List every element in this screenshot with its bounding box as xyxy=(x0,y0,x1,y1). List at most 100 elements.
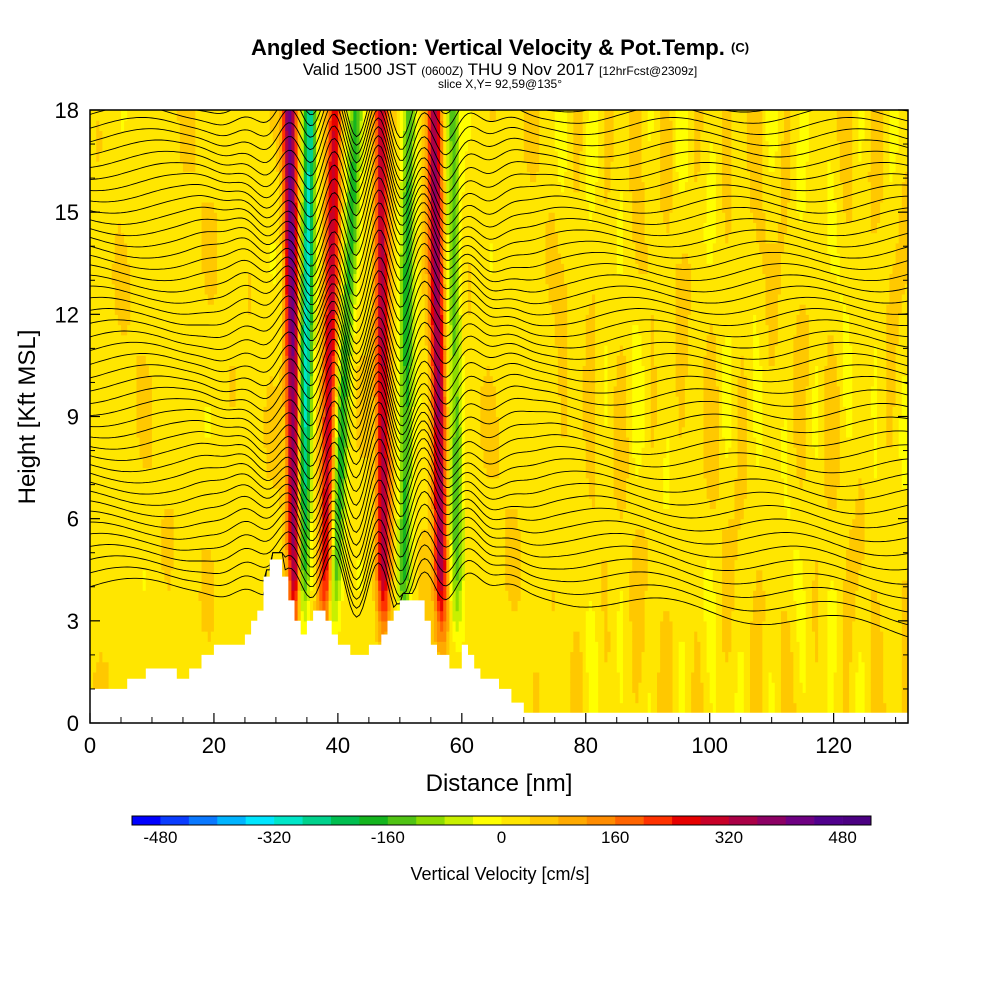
velocity-cell xyxy=(130,569,134,581)
velocity-cell xyxy=(90,283,94,295)
velocity-cell xyxy=(124,661,128,673)
velocity-cell xyxy=(158,242,162,254)
velocity-cell xyxy=(130,263,134,275)
velocity-cell xyxy=(145,242,150,254)
velocity-cell xyxy=(136,457,141,469)
velocity-cell xyxy=(124,293,128,305)
velocity-cell xyxy=(96,539,100,550)
velocity-cell xyxy=(139,631,144,642)
velocity-cell xyxy=(139,120,144,132)
velocity-cell xyxy=(105,467,110,479)
velocity-cell xyxy=(133,467,138,479)
velocity-cell xyxy=(155,212,159,223)
velocity-cell xyxy=(164,212,169,223)
velocity-cell xyxy=(108,620,113,632)
velocity-cell xyxy=(142,375,147,387)
velocity-cell xyxy=(108,426,113,438)
velocity-cell xyxy=(124,140,128,152)
velocity-cell xyxy=(96,293,100,305)
velocity-cell xyxy=(117,539,122,550)
velocity-cell xyxy=(114,518,119,530)
velocity-cell xyxy=(142,222,147,234)
velocity-cell xyxy=(93,110,97,121)
velocity-cell xyxy=(120,579,125,591)
velocity-cell xyxy=(139,396,144,407)
velocity-cell xyxy=(142,304,147,315)
velocity-cell xyxy=(117,671,122,683)
velocity-cell xyxy=(142,201,147,213)
velocity-cell xyxy=(96,283,100,295)
velocity-cell xyxy=(111,150,116,162)
velocity-cell xyxy=(117,334,122,346)
velocity-cell xyxy=(133,396,138,407)
velocity-cell xyxy=(114,498,119,510)
velocity-cell xyxy=(111,140,116,152)
velocity-cell xyxy=(102,569,107,581)
velocity-cell xyxy=(96,406,100,418)
velocity-cell xyxy=(99,600,103,612)
velocity-cell xyxy=(139,406,144,418)
velocity-cell xyxy=(155,467,159,479)
velocity-cell xyxy=(164,661,169,673)
velocity-cell xyxy=(93,436,97,448)
velocity-cell xyxy=(164,436,169,448)
velocity-cell xyxy=(124,508,128,520)
velocity-cell xyxy=(133,253,138,264)
velocity-cell xyxy=(127,181,131,193)
velocity-cell xyxy=(99,334,103,346)
velocity-cell xyxy=(155,253,159,264)
velocity-cell xyxy=(96,222,100,234)
velocity-cell xyxy=(105,620,110,632)
velocity-cell xyxy=(90,539,94,550)
velocity-cell xyxy=(136,406,141,418)
velocity-cell xyxy=(111,569,116,581)
velocity-cell xyxy=(127,620,131,632)
velocity-cell xyxy=(151,641,156,653)
velocity-cell xyxy=(120,232,125,244)
velocity-cell xyxy=(136,304,141,315)
velocity-cell xyxy=(161,416,165,428)
velocity-cell xyxy=(151,528,156,540)
velocity-cell xyxy=(102,641,107,653)
velocity-cell xyxy=(114,191,119,203)
velocity-cell xyxy=(139,365,144,377)
velocity-cell xyxy=(161,140,165,152)
velocity-cell xyxy=(164,396,169,407)
velocity-cell xyxy=(130,232,134,244)
velocity-cell xyxy=(105,293,110,305)
velocity-cell xyxy=(120,334,125,346)
velocity-cell xyxy=(99,263,103,275)
velocity-cell xyxy=(161,590,165,601)
velocity-cell xyxy=(161,641,165,653)
velocity-cell xyxy=(133,171,138,183)
velocity-cell xyxy=(139,416,144,428)
velocity-cell xyxy=(167,467,172,479)
velocity-cell xyxy=(99,212,103,223)
velocity-cell xyxy=(99,651,103,663)
velocity-cell xyxy=(164,191,169,203)
velocity-cell xyxy=(158,579,162,591)
velocity-cell xyxy=(151,569,156,581)
velocity-cell xyxy=(158,140,162,152)
velocity-cell xyxy=(102,651,107,663)
velocity-cell xyxy=(114,600,119,612)
velocity-cell xyxy=(105,232,110,244)
velocity-cell xyxy=(120,242,125,254)
velocity-cell xyxy=(102,671,107,683)
velocity-cell xyxy=(145,110,150,121)
velocity-cell xyxy=(158,365,162,377)
velocity-cell xyxy=(155,263,159,275)
velocity-cell xyxy=(145,181,150,193)
velocity-cell xyxy=(117,600,122,612)
velocity-cell xyxy=(161,600,165,612)
velocity-cell xyxy=(158,559,162,571)
velocity-cell xyxy=(105,130,110,142)
velocity-cell xyxy=(108,355,113,367)
velocity-cell xyxy=(96,467,100,479)
velocity-cell xyxy=(99,283,103,295)
velocity-cell xyxy=(124,283,128,295)
velocity-cell xyxy=(148,212,153,223)
velocity-cell xyxy=(120,590,125,601)
velocity-cell xyxy=(93,488,97,499)
velocity-cell xyxy=(133,549,138,561)
